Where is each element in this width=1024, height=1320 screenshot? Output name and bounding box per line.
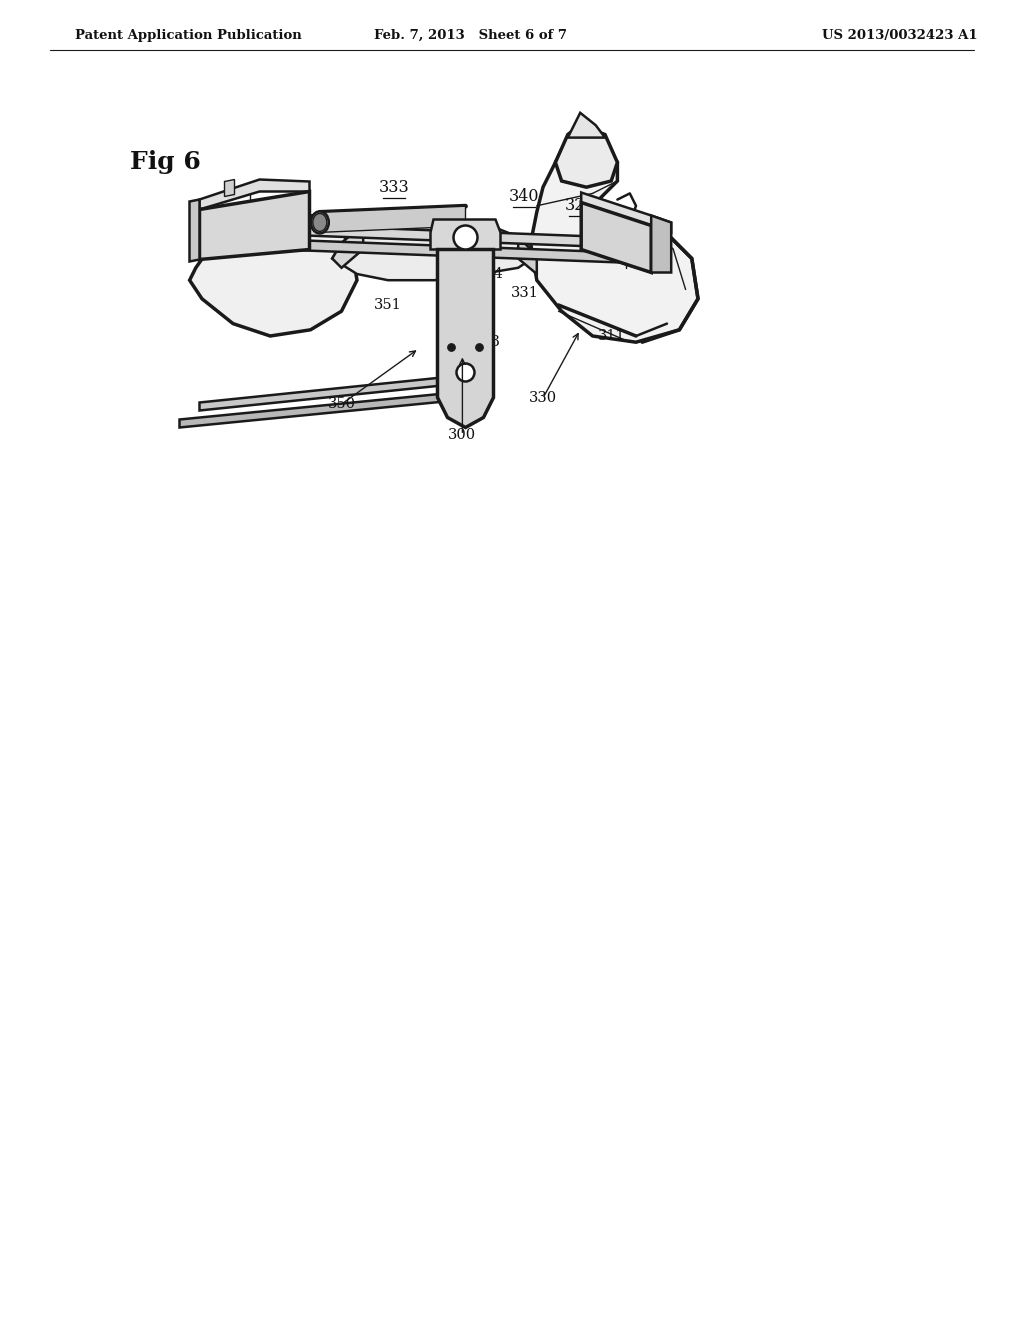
Polygon shape (280, 224, 621, 248)
Polygon shape (280, 239, 621, 263)
Polygon shape (224, 180, 234, 197)
Polygon shape (437, 249, 494, 428)
Text: Patent Application Publication: Patent Application Publication (75, 29, 302, 41)
Text: Feb. 7, 2013   Sheet 6 of 7: Feb. 7, 2013 Sheet 6 of 7 (374, 29, 566, 41)
Polygon shape (319, 206, 466, 232)
Text: 321: 321 (565, 197, 596, 214)
Text: 340: 340 (233, 228, 264, 246)
Polygon shape (567, 112, 605, 137)
Polygon shape (332, 218, 537, 280)
Ellipse shape (311, 211, 329, 234)
Polygon shape (179, 389, 485, 428)
Text: Fig 6: Fig 6 (130, 150, 201, 174)
Text: 311: 311 (597, 329, 625, 343)
Circle shape (475, 343, 483, 351)
Polygon shape (530, 135, 698, 342)
Polygon shape (200, 180, 309, 210)
Text: 300: 300 (449, 428, 476, 442)
Text: 331: 331 (510, 285, 539, 300)
Circle shape (447, 343, 456, 351)
Polygon shape (621, 238, 636, 268)
Polygon shape (430, 219, 501, 249)
Ellipse shape (312, 214, 327, 231)
Polygon shape (200, 191, 309, 260)
Polygon shape (651, 215, 671, 272)
Text: US 2013/0032423 A1: US 2013/0032423 A1 (822, 29, 978, 41)
Polygon shape (555, 125, 617, 187)
Polygon shape (582, 202, 651, 272)
Text: 354: 354 (476, 267, 504, 281)
Text: 350: 350 (328, 397, 355, 412)
Polygon shape (189, 199, 200, 261)
Polygon shape (200, 372, 490, 411)
Circle shape (457, 363, 474, 381)
Text: 351: 351 (374, 298, 401, 312)
Text: 353: 353 (473, 335, 501, 350)
Polygon shape (332, 224, 364, 268)
Text: 340: 340 (509, 187, 540, 205)
Circle shape (454, 226, 477, 249)
Polygon shape (518, 236, 537, 275)
Text: 333: 333 (379, 178, 410, 195)
Polygon shape (189, 213, 357, 337)
Text: 352: 352 (449, 366, 476, 380)
Polygon shape (582, 193, 671, 232)
Text: 330: 330 (529, 391, 557, 405)
